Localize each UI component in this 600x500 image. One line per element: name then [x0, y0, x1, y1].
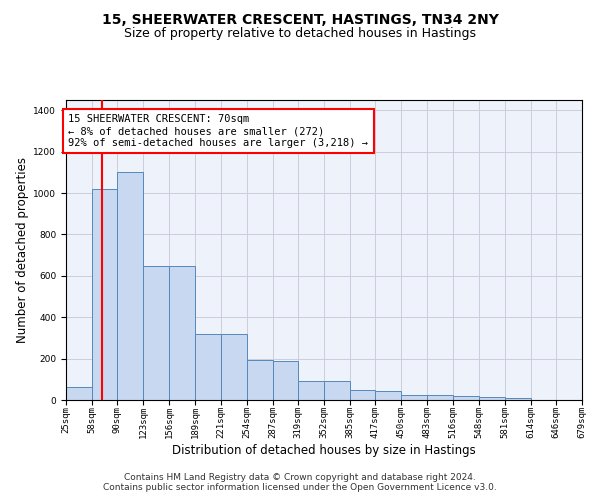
- Bar: [375, 390, 401, 400]
- Y-axis label: Number of detached properties: Number of detached properties: [16, 157, 29, 343]
- Bar: [221, 334, 247, 400]
- Bar: [454, 396, 479, 400]
- Bar: [350, 390, 375, 400]
- Bar: [401, 395, 427, 400]
- Bar: [247, 360, 273, 400]
- Bar: [92, 189, 117, 400]
- Bar: [298, 382, 324, 400]
- Text: 15, SHEERWATER CRESCENT, HASTINGS, TN34 2NY: 15, SHEERWATER CRESCENT, HASTINGS, TN34 …: [101, 12, 499, 26]
- Bar: [273, 360, 298, 400]
- X-axis label: Distribution of detached houses by size in Hastings: Distribution of detached houses by size …: [172, 444, 476, 457]
- Text: 15 SHEERWATER CRESCENT: 70sqm
← 8% of detached houses are smaller (272)
92% of s: 15 SHEERWATER CRESCENT: 70sqm ← 8% of de…: [68, 114, 368, 148]
- Text: Size of property relative to detached houses in Hastings: Size of property relative to detached ho…: [124, 28, 476, 40]
- Bar: [479, 397, 505, 400]
- Bar: [143, 266, 169, 400]
- Bar: [66, 386, 92, 400]
- Text: Contains HM Land Registry data © Crown copyright and database right 2024.
Contai: Contains HM Land Registry data © Crown c…: [103, 473, 497, 492]
- Bar: [169, 266, 196, 400]
- Bar: [505, 398, 531, 400]
- Bar: [427, 396, 454, 400]
- Bar: [117, 172, 143, 400]
- Bar: [196, 334, 221, 400]
- Bar: [324, 382, 350, 400]
